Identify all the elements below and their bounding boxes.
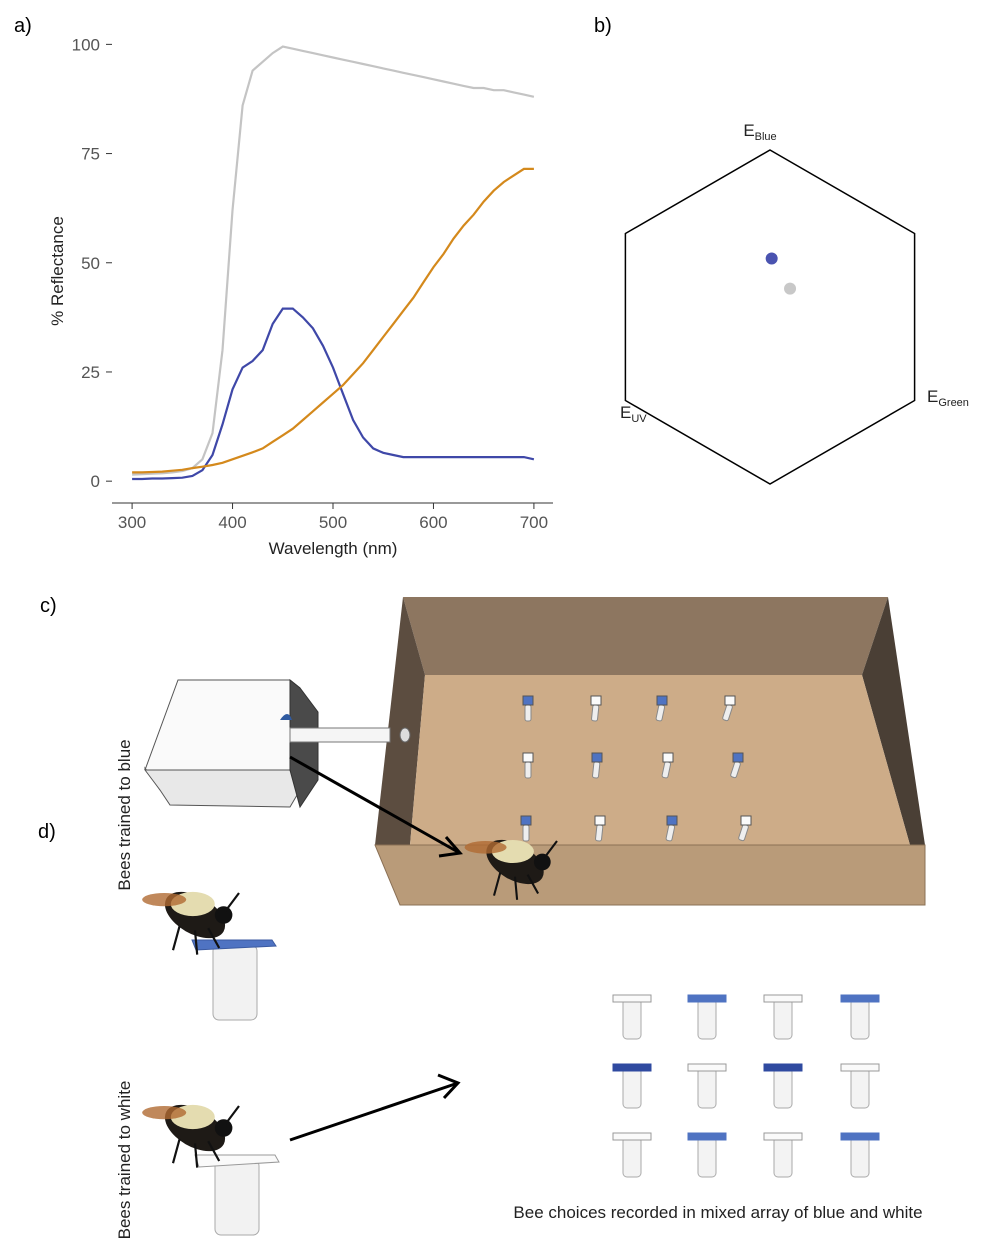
array-tube [623,1068,641,1108]
array-tube [774,1068,792,1108]
arena-lid [523,753,533,762]
array-tube [851,999,869,1039]
array-lid [841,995,879,1002]
hive [145,680,390,807]
y-tick-label: 75 [81,145,100,164]
vertex-label: EUV [620,403,647,425]
arena-lid [667,816,677,825]
arena-lid [521,816,531,825]
arena-lid [591,696,601,705]
panel-label: a) [14,15,32,37]
array-lid [764,995,802,1002]
vertex-sub: UV [631,413,647,425]
x-tick-label: 400 [218,513,246,532]
array-lid [841,1064,879,1071]
arena-tube [591,705,599,722]
array-lid [688,995,726,1002]
array-tube [623,1137,641,1177]
arena-lid [663,753,673,762]
vertex-label: EGreen [927,387,969,409]
array-lid [764,1133,802,1140]
y-tick-label: 50 [81,254,100,273]
vertex-main: E [927,387,938,406]
arena-lid [725,696,735,705]
array-lid [613,1133,651,1140]
training-blue [142,882,276,1020]
arena-lid [592,753,602,762]
arena-lid [523,696,533,705]
array-tube [698,1137,716,1177]
caption: Bees trained to blue [115,739,134,890]
array-tube [774,999,792,1039]
vertex-sub: Blue [755,131,777,143]
arena-tube [595,825,603,842]
array-lid [688,1133,726,1140]
panel-label: c) [40,595,57,617]
array-tube [851,1068,869,1108]
array-lid [688,1064,726,1071]
x-tick-label: 600 [419,513,447,532]
array-tube [851,1137,869,1177]
array-tube [623,999,641,1039]
arena-lid [657,696,667,705]
line [132,169,534,473]
point [784,283,796,295]
arena [375,597,925,905]
arena-tube [523,825,529,841]
y-tick-label: 100 [72,35,100,54]
array-tube [698,1068,716,1108]
x-tick-label: 300 [118,513,146,532]
line [132,47,534,475]
arena-lid [733,753,743,762]
vertex-main: E [743,121,754,140]
arena-tube [525,762,531,778]
caption: Bee choices recorded in mixed array of b… [513,1203,922,1222]
figure: a) b) c) d) Wavelength (nm) % Reflectanc… [0,0,988,1259]
point [766,253,778,265]
training-white [142,1095,279,1235]
y-tick-label: 25 [81,363,100,382]
array-tubes [613,995,879,1177]
array-lid [613,1064,651,1071]
array-tube [698,999,716,1039]
array-tube [774,1137,792,1177]
vertex-sub: Green [938,397,969,409]
hexagon [625,150,914,484]
panel-label: d) [38,821,56,843]
arena-lid [741,816,751,825]
arena-tube [592,762,600,779]
array-lid [613,995,651,1002]
x-tick-label: 500 [319,513,347,532]
vertex-main: E [620,403,631,422]
x-tick-label: 700 [520,513,548,532]
array-lid [764,1064,802,1071]
y-tick-label: 0 [91,472,100,491]
panel-label: b) [594,15,612,37]
array-lid [841,1133,879,1140]
arena-lid [595,816,605,825]
y-axis-title: % Reflectance [48,216,67,326]
caption: Bees trained to white [115,1081,134,1240]
x-axis-title: Wavelength (nm) [269,539,398,558]
vertex-label: EBlue [743,121,776,143]
arena-tube [525,705,531,721]
